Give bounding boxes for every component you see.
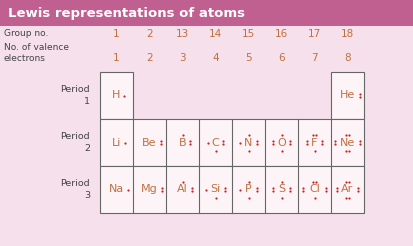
Text: 4: 4 xyxy=(212,53,219,63)
Text: S: S xyxy=(278,184,285,195)
Text: Na: Na xyxy=(109,184,124,195)
Text: N: N xyxy=(244,138,253,148)
Text: P: P xyxy=(245,184,252,195)
Text: Be: Be xyxy=(142,138,157,148)
Bar xyxy=(100,72,133,119)
Bar xyxy=(331,72,364,119)
Text: 8: 8 xyxy=(344,53,351,63)
Text: 14: 14 xyxy=(209,29,222,39)
Bar xyxy=(0,0,413,26)
Text: 2: 2 xyxy=(146,53,153,63)
Bar xyxy=(100,119,364,166)
Bar xyxy=(100,166,364,213)
Text: Group no.: Group no. xyxy=(4,30,48,39)
Text: Cl: Cl xyxy=(309,184,320,195)
Text: Period
2: Period 2 xyxy=(60,132,90,153)
Text: Al: Al xyxy=(177,184,188,195)
Text: 2: 2 xyxy=(146,29,153,39)
Text: He: He xyxy=(340,91,355,101)
Text: F: F xyxy=(311,138,318,148)
Text: 17: 17 xyxy=(308,29,321,39)
Text: B: B xyxy=(179,138,186,148)
Text: 15: 15 xyxy=(242,29,255,39)
Text: 7: 7 xyxy=(311,53,318,63)
Text: Li: Li xyxy=(112,138,121,148)
Text: 5: 5 xyxy=(245,53,252,63)
Text: Ne: Ne xyxy=(340,138,355,148)
Text: 6: 6 xyxy=(278,53,285,63)
Text: 1: 1 xyxy=(113,53,120,63)
Text: C: C xyxy=(211,138,219,148)
Text: Period
1: Period 1 xyxy=(60,85,90,106)
Text: Mg: Mg xyxy=(141,184,158,195)
Text: 18: 18 xyxy=(341,29,354,39)
Text: 13: 13 xyxy=(176,29,189,39)
Text: O: O xyxy=(277,138,286,148)
Text: 3: 3 xyxy=(179,53,186,63)
Text: Period
3: Period 3 xyxy=(60,179,90,200)
Text: H: H xyxy=(112,91,121,101)
Text: No. of valence
electrons: No. of valence electrons xyxy=(4,43,69,63)
Text: 1: 1 xyxy=(113,29,120,39)
Text: Ar: Ar xyxy=(342,184,354,195)
Text: 16: 16 xyxy=(275,29,288,39)
Text: Lewis representations of atoms: Lewis representations of atoms xyxy=(8,6,245,19)
Text: Si: Si xyxy=(210,184,221,195)
